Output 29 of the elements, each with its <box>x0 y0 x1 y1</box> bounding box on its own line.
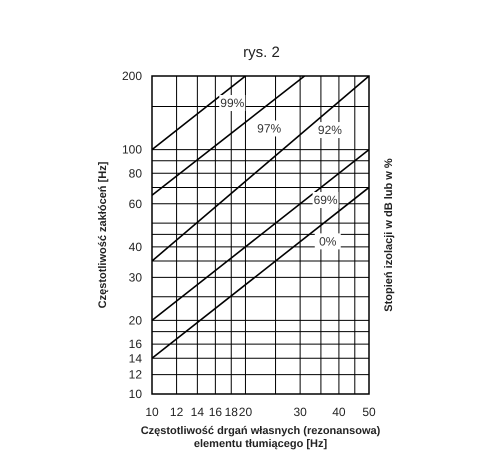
y-tick-label: 10 <box>128 387 142 401</box>
y-tick-label: 12 <box>128 368 142 382</box>
x-tick-label: 12 <box>170 405 184 419</box>
x-tick-label: 16 <box>208 405 222 419</box>
series-label: 97% <box>257 121 282 136</box>
x-tick-label: 18 <box>224 405 238 419</box>
series-label: 99% <box>220 96 245 110</box>
y-tick-label: 40 <box>128 240 142 254</box>
y-tick-label: 200 <box>122 69 142 83</box>
y2-axis-title: Stopień izolacji w dB lub w % <box>383 158 395 312</box>
series-label: 0% <box>319 234 337 248</box>
series-label: 69% <box>314 193 338 208</box>
x-axis-title: Częstotliwość drgań własnych (rezonansowa) elementu tłumiącego [Hz] <box>140 425 381 450</box>
y-tick-label: 16 <box>128 337 142 352</box>
y-axis-title: Częstotliwość zakłóceń [Hz] <box>97 161 109 308</box>
series-label: 92% <box>318 123 342 138</box>
y-tick-label: 14 <box>128 351 142 366</box>
x-tick-label: 40 <box>332 405 346 419</box>
chart-title: rys. 2 <box>243 44 280 61</box>
y-tick-label: 30 <box>128 270 142 284</box>
y-tick-label: 60 <box>128 196 142 211</box>
y-tick-label: 80 <box>128 166 142 180</box>
y-tick-label: 20 <box>128 313 142 328</box>
x-tick-label: 10 <box>145 405 159 419</box>
x-tick-label: 30 <box>293 405 308 419</box>
x-tick-label: 14 <box>190 405 204 419</box>
x-tick-label: 20 <box>238 405 252 419</box>
y-tick-label: 100 <box>122 142 142 157</box>
x-tick-label: 50 <box>362 405 376 419</box>
